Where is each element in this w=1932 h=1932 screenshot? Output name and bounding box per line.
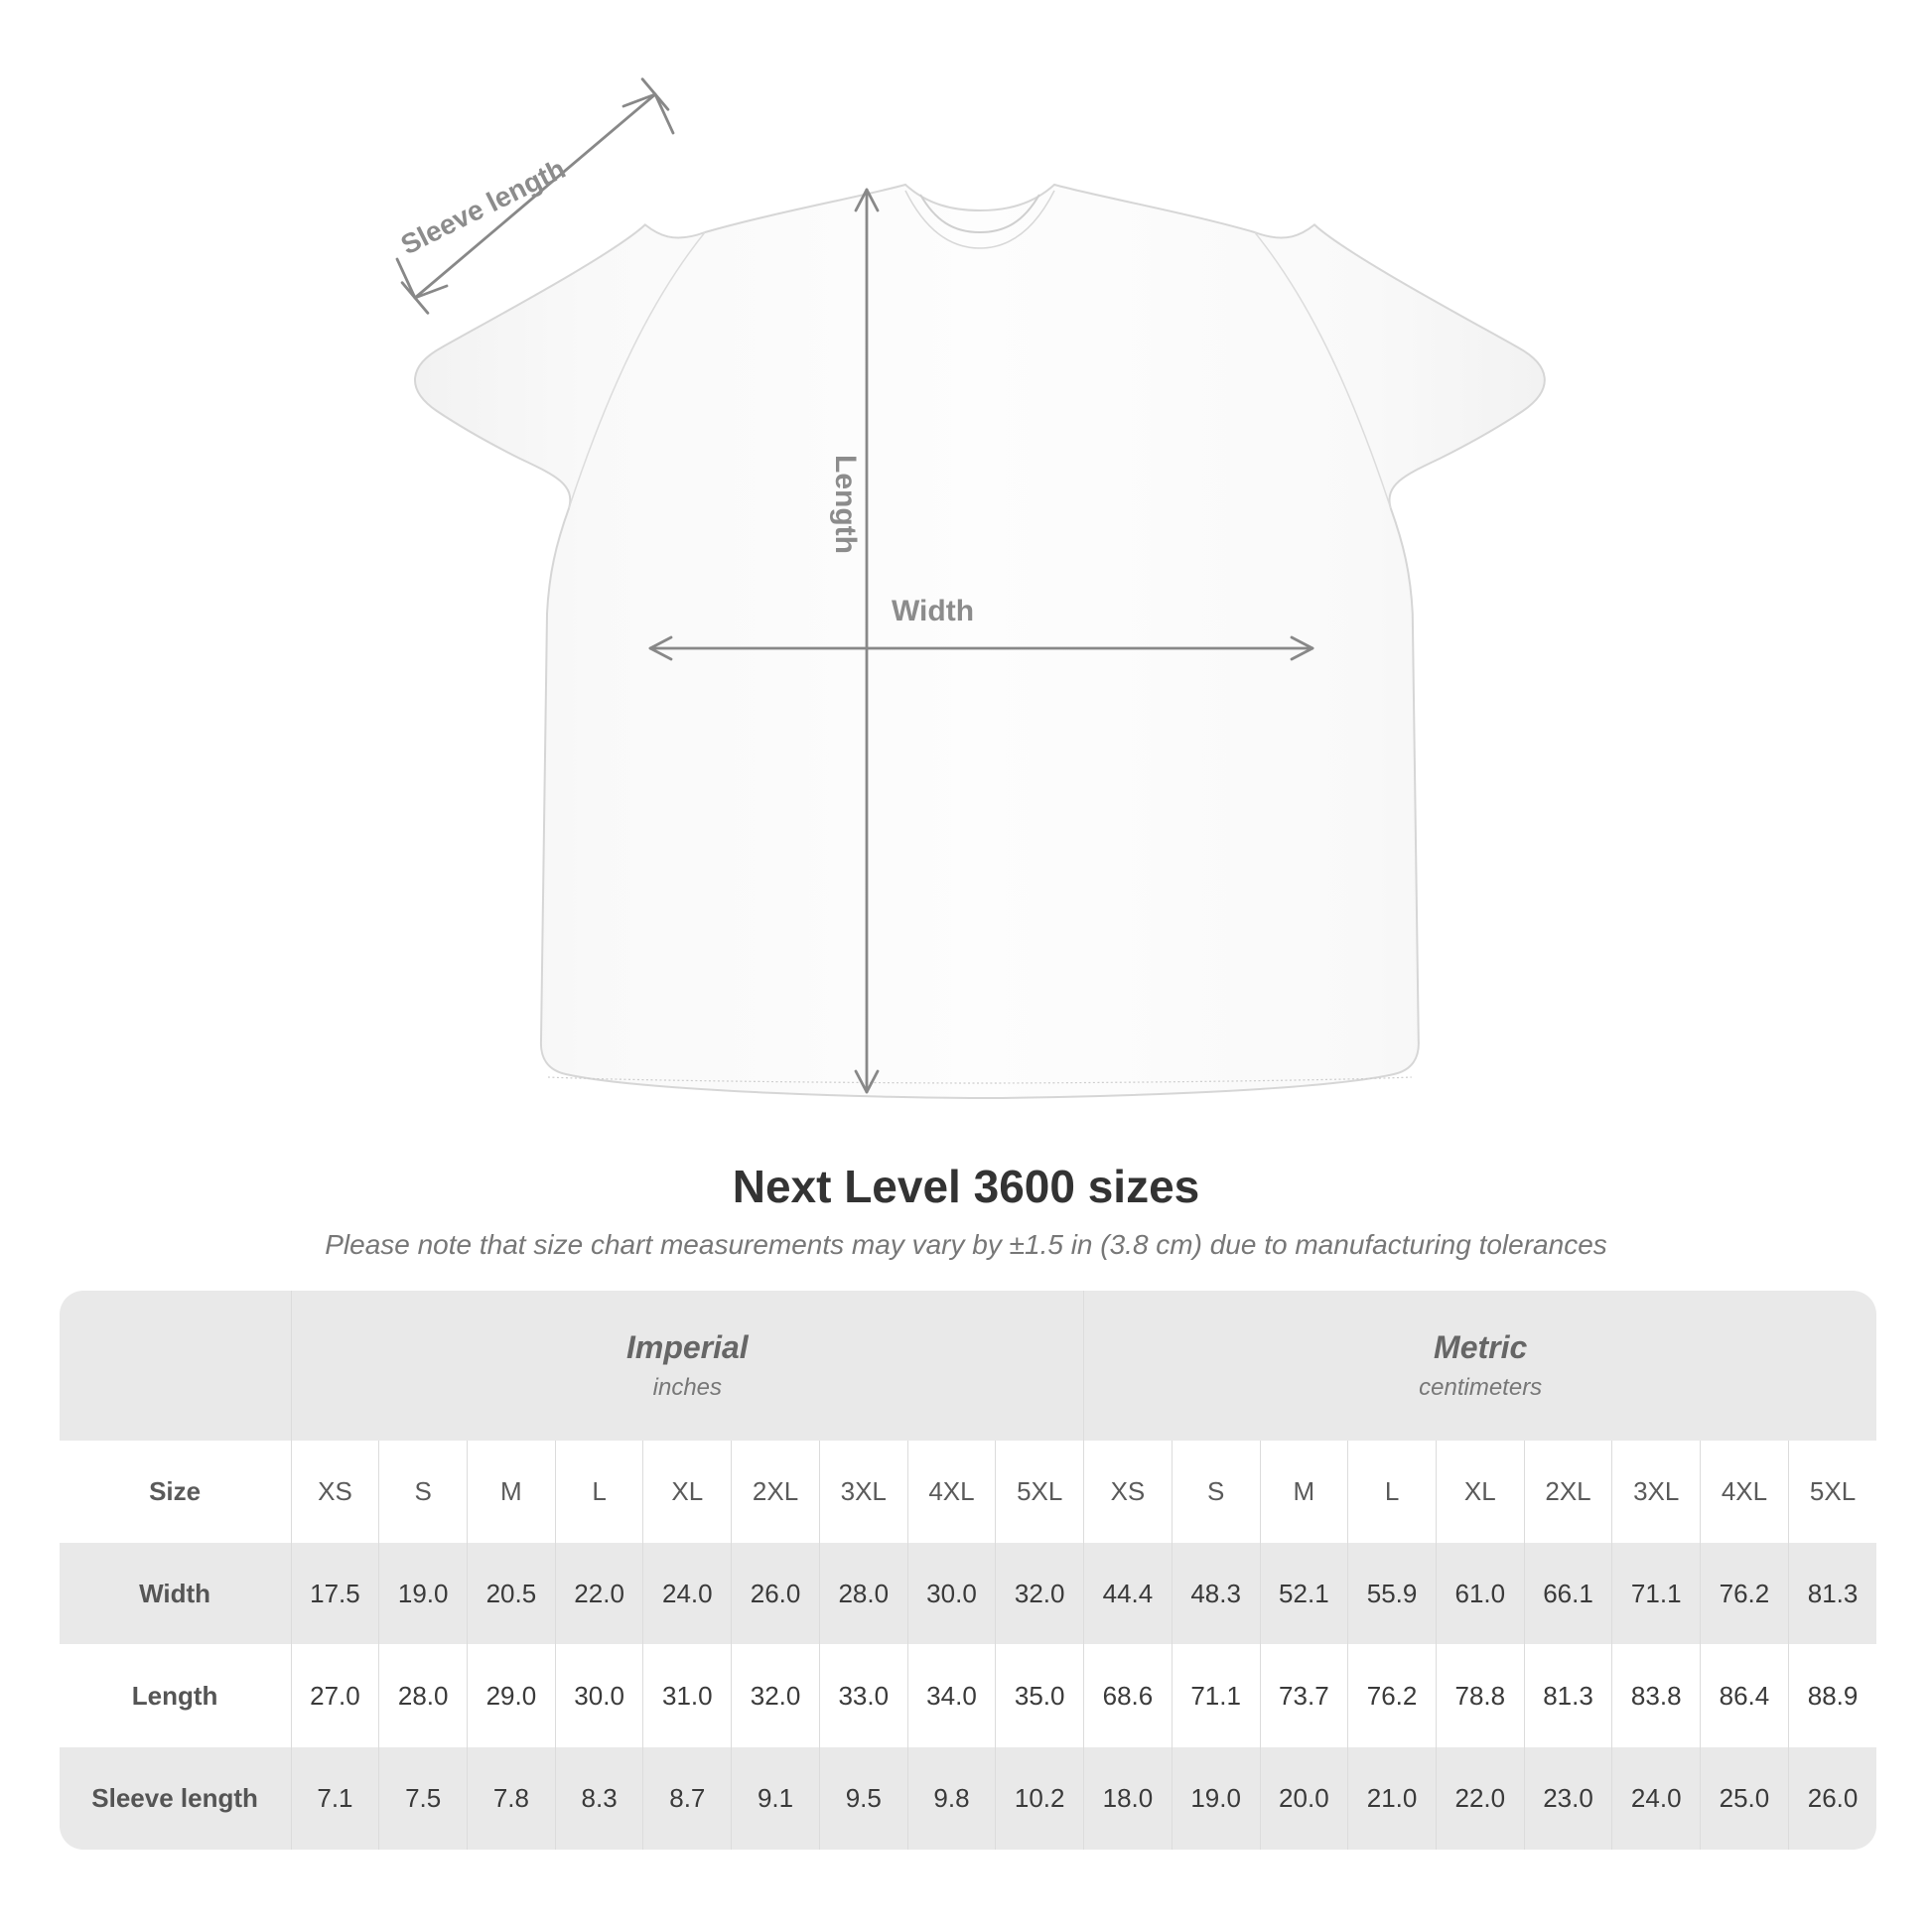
svg-text:Sleeve length: Sleeve length xyxy=(396,153,570,260)
svg-text:Length: Length xyxy=(829,455,862,554)
svg-text:Width: Width xyxy=(892,595,974,627)
